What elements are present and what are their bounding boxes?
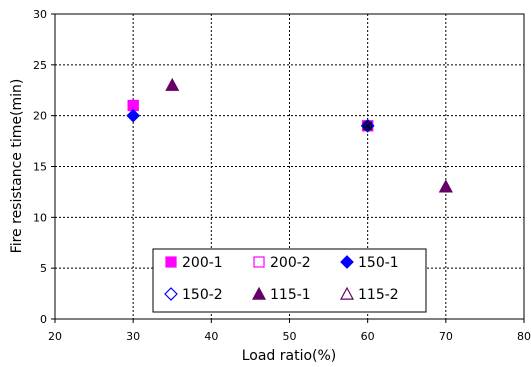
legend: 200-1 200-2 150-1 150-2 115-1 115-2	[152, 248, 427, 313]
legend-label-150-1: 150-1	[358, 255, 399, 271]
data-point-marker-circle	[363, 121, 373, 131]
legend-marker-200-2	[253, 256, 265, 268]
x-axis-label: Load ratio(%)	[242, 348, 337, 364]
legend-label-200-2: 200-2	[270, 255, 311, 271]
x-tick-label: 60	[361, 330, 375, 343]
y-axis-label: Fire resistance time(min)	[9, 79, 25, 254]
legend-label-115-2: 115-2	[358, 287, 399, 303]
y-tick-label: 0	[40, 313, 47, 326]
y-tick-label: 15	[33, 161, 47, 174]
x-tick-label: 40	[204, 330, 218, 343]
x-tick-label: 20	[48, 330, 62, 343]
legend-marker-150-1	[340, 255, 354, 269]
legend-label-115-1: 115-1	[270, 287, 311, 303]
x-tick-label: 80	[517, 330, 531, 343]
x-tick-label: 70	[439, 330, 453, 343]
legend-label-150-2: 150-2	[182, 287, 223, 303]
gridlines	[51, 13, 525, 323]
y-tick-label: 30	[33, 8, 47, 21]
legend-marker-200-1	[165, 256, 177, 268]
x-tick-label: 50	[283, 330, 297, 343]
data-point-115-1	[165, 77, 180, 91]
data-point-150-1	[126, 108, 141, 123]
legend-label-200-1: 200-1	[182, 255, 223, 271]
y-tick-label: 5	[40, 262, 47, 275]
legend-marker-150-2	[164, 287, 178, 301]
legend-box	[152, 248, 427, 313]
y-tick-label: 25	[33, 59, 47, 72]
tick-labels: 0 5 10 15 20 25 30 20 30 40 50 60 70 80	[33, 8, 531, 343]
legend-marker-115-2	[339, 286, 355, 300]
data-point-marker-cross	[363, 121, 373, 131]
x-tick-label: 30	[126, 330, 140, 343]
y-tick-label: 20	[33, 110, 47, 123]
data-points	[126, 77, 453, 193]
y-tick-label: 10	[33, 211, 47, 224]
data-point-115-2	[438, 179, 453, 193]
legend-marker-115-1	[251, 286, 267, 300]
